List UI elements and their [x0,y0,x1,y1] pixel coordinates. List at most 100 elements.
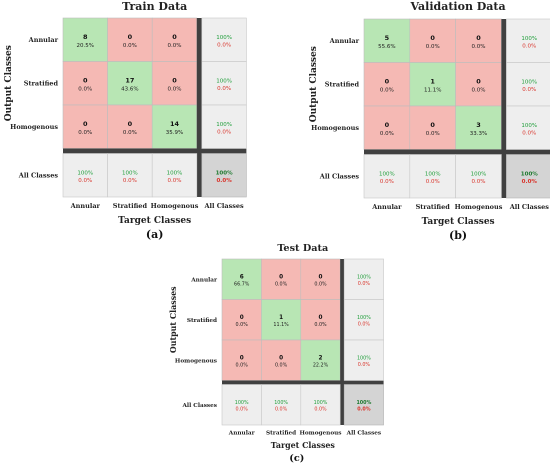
vertical-separator [340,259,345,425]
x-axis-label: Target Classes [271,441,336,450]
cell-count: 14 [170,120,180,128]
cell-percent: 0.0% [314,281,327,287]
row-error: 0.0% [217,86,231,92]
cell-count: 0 [319,315,323,321]
cell-percent: 0.0% [236,362,249,368]
row-summary-cell [506,62,550,107]
row-summary-cell [201,61,247,106]
cell-percent: 0.0% [472,44,486,50]
col-tick-label: Annular [371,203,402,211]
row-accuracy: 100% [357,315,371,321]
row-accuracy: 100% [216,35,232,41]
cell-count: 0 [430,34,435,42]
cell-count: 0 [128,33,133,41]
row-tick-label: Homogenous [10,123,58,131]
cell-percent: 0.0% [123,130,137,136]
chart-title: Validation Data [410,0,506,13]
row-tick-label: Annular [28,36,59,44]
cell-percent: 43.6% [121,86,138,92]
row-accuracy: 100% [521,36,537,42]
cell-count: 0 [83,120,88,128]
cell-count: 0 [172,76,177,84]
x-axis-label: Target Classes [118,216,191,226]
matrix-cell [151,61,198,106]
horizontal-separator [63,148,247,154]
cell-count: 0 [128,120,133,128]
cell-count: 0 [430,121,435,129]
cell-count: 5 [385,34,390,42]
overall-error: 0.0% [216,178,232,184]
col-error: 0.0% [78,178,92,184]
col-accuracy: 100% [471,171,487,177]
cell-percent: 22.2% [313,362,329,368]
cell-count: 0 [319,274,323,280]
cell-percent: 33.3% [470,131,487,137]
cell-count: 0 [476,77,481,85]
cell-percent: 0.0% [314,322,327,328]
row-accuracy: 100% [357,274,371,280]
panel-label: (c) [289,453,304,464]
row-accuracy: 100% [521,123,537,129]
col-summary-cell [455,154,502,199]
row-error: 0.0% [358,321,371,327]
col-error: 0.0% [275,406,288,412]
row-tick-label: All Classes [18,171,59,179]
col-accuracy: 100% [77,170,93,176]
cell-count: 17 [125,76,134,84]
cell-percent: 66.7% [234,281,250,287]
panel-label: (a) [146,228,164,241]
col-summary-cell [363,154,411,199]
col-accuracy: 100% [425,171,441,177]
horizontal-separator [364,149,550,155]
cell-count: 2 [319,355,323,361]
matrix-group: Train Data 8 20.5% 0 0.0% 0 0.0% 0 0.0% 17 43.6% 0 0… [4,0,247,241]
matrix-cell [151,17,198,62]
matrix-cell [300,339,341,381]
col-accuracy: 100% [235,400,249,406]
matrix-cell [221,299,262,341]
matrix-cell [300,258,341,300]
cell-count: 0 [240,315,244,321]
matrix-cell [221,339,262,381]
row-summary-cell [201,104,247,149]
matrix-cell [363,18,411,63]
matrix-cell [455,62,502,107]
cell-count: 0 [476,34,481,42]
col-summary-cell [151,153,198,198]
row-error: 0.0% [217,129,231,135]
row-accuracy: 100% [521,79,537,85]
col-accuracy: 100% [167,170,183,176]
cell-percent: 0.0% [380,87,394,93]
row-accuracy: 100% [357,355,371,361]
y-axis-label: Output Classes [309,46,319,122]
matrix-cell [409,18,456,63]
overall-error: 0.0% [522,179,538,185]
chart-title: Train Data [122,0,187,13]
matrix-group: Test Data666.7%00.0%00.0%00.0%111.1%00.0… [169,243,384,464]
row-error: 0.0% [217,42,231,48]
x-axis-label: Target Classes [422,217,495,227]
cell-percent: 0.0% [275,281,288,287]
row-error: 0.0% [358,281,371,287]
row-tick-label: Annular [190,277,218,283]
cell-percent: 0.0% [78,86,92,92]
col-summary-cell [261,384,302,426]
y-axis-label: Output Classes [169,286,178,353]
cell-count: 3 [476,121,481,129]
row-tick-label: Annular [329,37,360,45]
row-error: 0.0% [358,362,371,368]
cell-percent: 20.5% [77,43,94,49]
col-accuracy: 100% [122,170,138,176]
matrix-cell [107,61,153,106]
col-accuracy: 100% [274,400,288,406]
cell-percent: 0.0% [123,43,137,49]
cell-count: 1 [279,315,283,321]
cell-percent: 0.0% [426,131,440,137]
col-tick-label: Homogenous [299,431,341,437]
matrix-cell [261,339,302,381]
cell-percent: 0.0% [168,43,182,49]
cell-percent: 0.0% [380,131,394,137]
vertical-separator [501,19,507,198]
row-error: 0.0% [522,43,536,49]
